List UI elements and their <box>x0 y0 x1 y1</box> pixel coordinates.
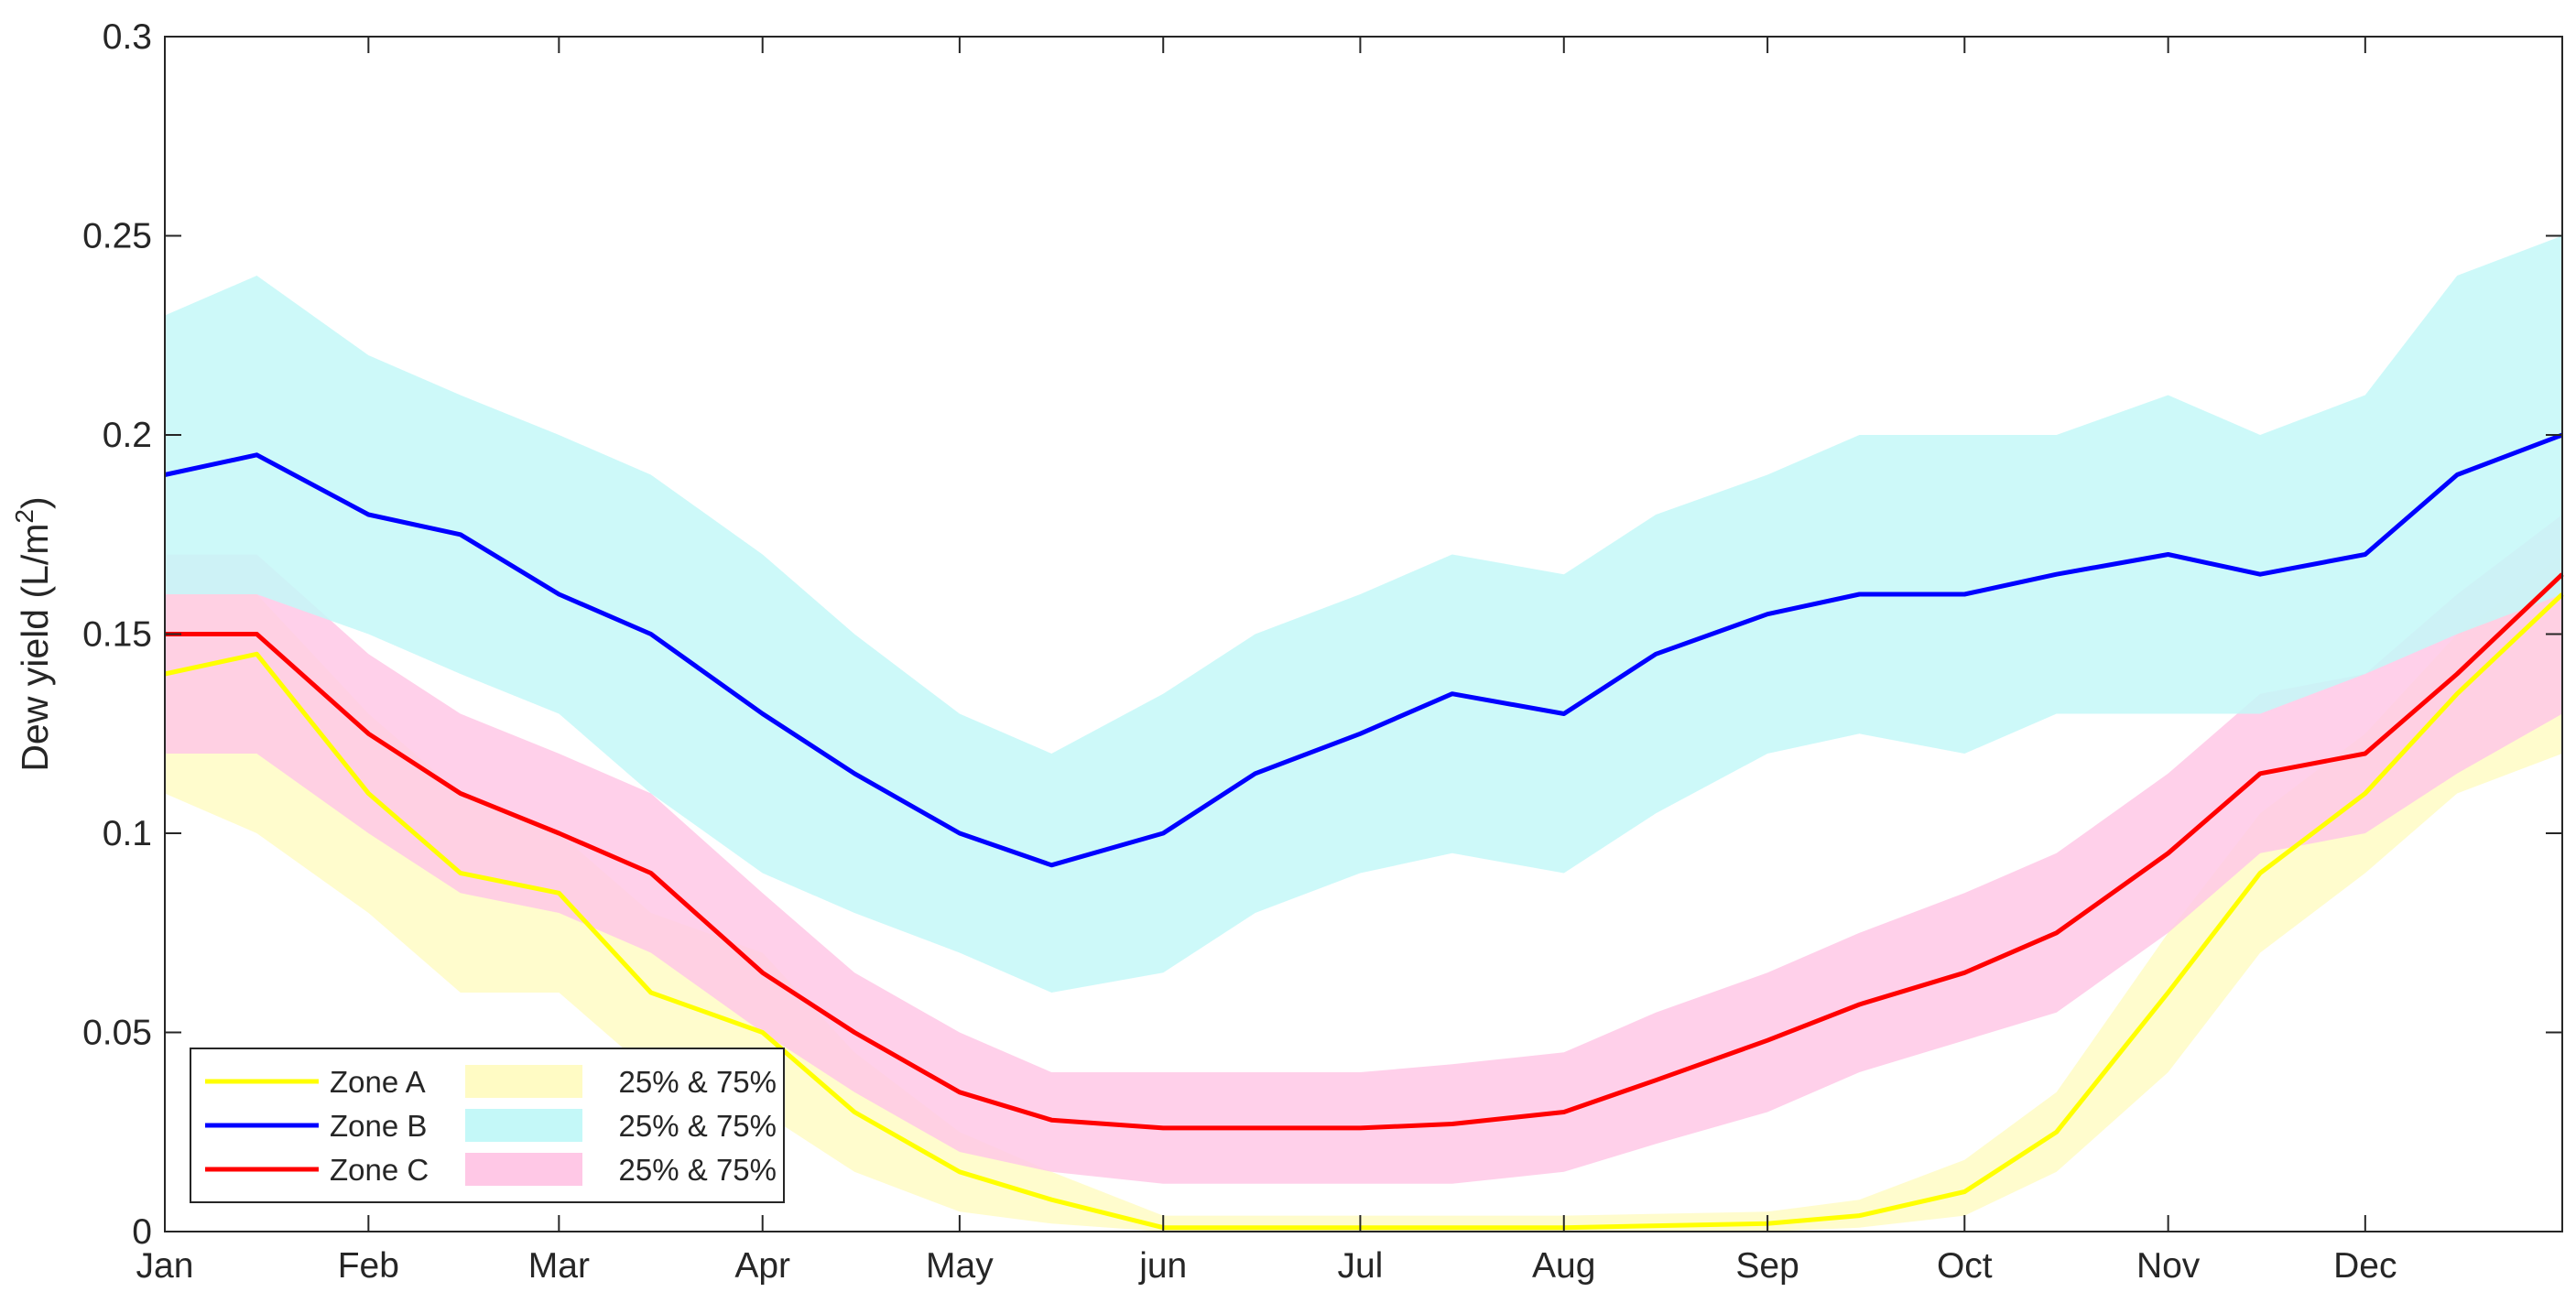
legend-band-swatch <box>465 1065 582 1098</box>
x-tick-label: Apr <box>734 1246 790 1286</box>
x-tick-label: Oct <box>1937 1246 1993 1286</box>
y-tick-label: 0.15 <box>82 615 152 655</box>
y-axis-title: Dew yield (L/m2) <box>10 496 56 771</box>
x-tick-label: Mar <box>528 1246 590 1286</box>
x-tick-label: Aug <box>1532 1246 1595 1286</box>
x-tick-label: Nov <box>2136 1246 2201 1286</box>
band-zone-c <box>165 515 2562 1184</box>
line-zone-b <box>164 432 2563 868</box>
legend-band-swatch <box>465 1153 582 1186</box>
legend-series-label: Zone C <box>330 1153 429 1187</box>
y-axis-title-end: ) <box>14 496 56 509</box>
x-tick-label: Feb <box>338 1246 399 1286</box>
band-zone-b <box>165 235 2562 993</box>
y-tick-label: 0.2 <box>103 416 152 455</box>
y-axis-title-main: Dew yield (L/m <box>14 524 56 772</box>
x-tick-label: jun <box>1138 1246 1187 1286</box>
line-zone-a <box>164 592 2564 1231</box>
y-axis-ticks: 0 0.05 0.1 0.15 0.2 0.25 0.3 <box>82 17 2562 1252</box>
x-tick-label: Dec <box>2333 1246 2397 1286</box>
legend-band-label: 25% & 75% <box>619 1109 777 1143</box>
y-tick-label: 0.05 <box>82 1014 152 1053</box>
legend-band-swatch <box>465 1109 582 1142</box>
legend-series-label: Zone B <box>330 1109 427 1143</box>
legend-series-label: Zone A <box>330 1065 426 1099</box>
line-zone-c <box>165 572 2564 1131</box>
y-tick-label: 0 <box>132 1212 152 1252</box>
x-tick-label: May <box>926 1246 994 1286</box>
x-axis-ticks: Jan Feb Mar Apr May jun Jul Aug Sep Oct Nov Dec <box>136 37 2397 1286</box>
x-tick-label: Jul <box>1337 1246 1383 1286</box>
series-lines <box>164 432 2564 1231</box>
legend-band-label: 25% & 75% <box>619 1065 777 1099</box>
y-axis-title-superscript: 2 <box>10 509 38 524</box>
y-tick-label: 0.3 <box>103 17 152 57</box>
x-tick-label: Sep <box>1735 1246 1799 1286</box>
x-tick-label: Jan <box>136 1246 194 1286</box>
legend-band-label: 25% & 75% <box>619 1153 777 1187</box>
y-tick-label: 0.25 <box>82 217 152 256</box>
y-tick-label: 0.1 <box>103 814 152 853</box>
legend: Zone A 25% & 75% Zone B 25% & 75% Zone C 25% … <box>190 1048 785 1203</box>
